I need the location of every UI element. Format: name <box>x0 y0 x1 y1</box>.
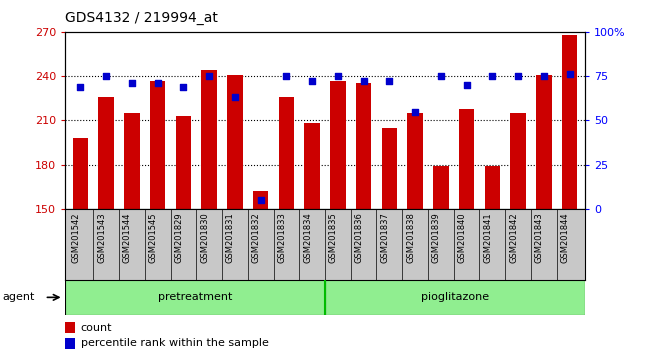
Text: GSM201834: GSM201834 <box>303 212 312 263</box>
Point <box>513 73 523 79</box>
Text: pretreatment: pretreatment <box>158 292 232 302</box>
Text: GSM201841: GSM201841 <box>484 212 492 263</box>
Bar <box>485 166 500 209</box>
Bar <box>510 113 526 209</box>
Bar <box>536 75 552 209</box>
Point <box>101 73 111 79</box>
Text: GSM201831: GSM201831 <box>226 212 235 263</box>
Text: GSM201842: GSM201842 <box>509 212 518 263</box>
Point <box>307 79 317 84</box>
Bar <box>150 80 165 209</box>
Text: GSM201545: GSM201545 <box>149 212 158 263</box>
Text: GDS4132 / 219994_at: GDS4132 / 219994_at <box>65 11 218 25</box>
Point <box>75 84 86 90</box>
Bar <box>227 75 242 209</box>
Point <box>384 79 395 84</box>
Bar <box>408 113 422 209</box>
Point <box>281 73 292 79</box>
Bar <box>98 97 114 209</box>
Bar <box>65 280 325 315</box>
Text: GSM201839: GSM201839 <box>432 212 441 263</box>
Point <box>358 79 369 84</box>
Point <box>410 109 421 114</box>
Text: pioglitazone: pioglitazone <box>421 292 489 302</box>
Bar <box>325 280 585 315</box>
Bar <box>124 113 140 209</box>
Point <box>127 80 137 86</box>
Text: GSM201829: GSM201829 <box>174 212 183 263</box>
Text: GSM201542: GSM201542 <box>72 212 81 263</box>
Point <box>462 82 472 88</box>
Text: agent: agent <box>2 292 34 302</box>
Text: GSM201833: GSM201833 <box>278 212 287 263</box>
Point <box>255 197 266 203</box>
Point <box>204 73 214 79</box>
Bar <box>356 84 371 209</box>
Bar <box>202 70 217 209</box>
Bar <box>304 123 320 209</box>
Point <box>153 80 163 86</box>
Bar <box>382 128 397 209</box>
Bar <box>330 80 346 209</box>
Text: percentile rank within the sample: percentile rank within the sample <box>81 338 268 348</box>
Point <box>178 84 188 90</box>
Bar <box>176 116 191 209</box>
Text: GSM201837: GSM201837 <box>380 212 389 263</box>
Bar <box>562 35 577 209</box>
Text: GSM201844: GSM201844 <box>560 212 569 263</box>
Point <box>539 73 549 79</box>
Text: GSM201543: GSM201543 <box>98 212 106 263</box>
Point <box>436 73 446 79</box>
Bar <box>65 322 75 333</box>
Point <box>229 95 240 100</box>
Point <box>487 73 497 79</box>
Text: GSM201840: GSM201840 <box>458 212 467 263</box>
Text: GSM201843: GSM201843 <box>535 212 544 263</box>
Text: GSM201835: GSM201835 <box>329 212 338 263</box>
Bar <box>459 109 474 209</box>
Point <box>333 73 343 79</box>
Text: count: count <box>81 322 112 332</box>
Text: GSM201836: GSM201836 <box>355 212 363 263</box>
Bar <box>73 138 88 209</box>
Bar <box>279 97 294 209</box>
Text: GSM201544: GSM201544 <box>123 212 132 263</box>
Text: GSM201832: GSM201832 <box>252 212 261 263</box>
Point <box>564 72 575 77</box>
Bar <box>433 166 448 209</box>
Text: GSM201838: GSM201838 <box>406 212 415 263</box>
Bar <box>65 338 75 349</box>
Bar <box>253 191 268 209</box>
Text: GSM201830: GSM201830 <box>200 212 209 263</box>
